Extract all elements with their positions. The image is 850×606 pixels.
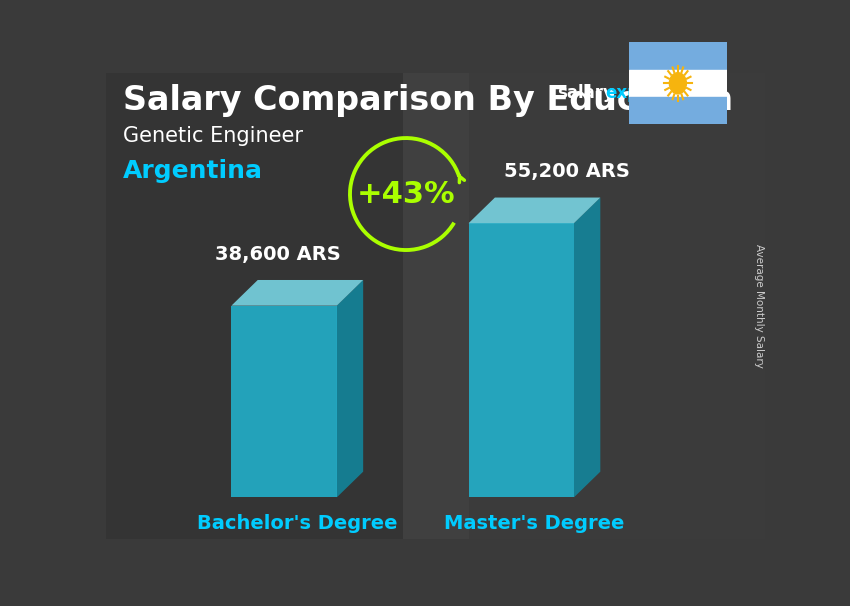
Polygon shape xyxy=(337,280,363,498)
Text: Argentina: Argentina xyxy=(122,159,263,183)
Bar xyxy=(468,73,765,539)
Text: Average Monthly Salary: Average Monthly Salary xyxy=(754,244,763,368)
Text: salary: salary xyxy=(558,84,615,102)
Circle shape xyxy=(670,73,686,94)
Text: Master's Degree: Master's Degree xyxy=(445,514,625,533)
Polygon shape xyxy=(468,223,574,498)
Bar xyxy=(629,97,727,124)
Text: 55,200 ARS: 55,200 ARS xyxy=(504,162,631,181)
Polygon shape xyxy=(574,198,600,498)
Bar xyxy=(106,73,403,539)
Text: Bachelor's Degree: Bachelor's Degree xyxy=(197,514,398,533)
Bar xyxy=(629,42,727,70)
Text: +43%: +43% xyxy=(357,179,456,208)
Text: 38,600 ARS: 38,600 ARS xyxy=(215,245,340,264)
Polygon shape xyxy=(231,280,363,305)
Polygon shape xyxy=(231,305,337,498)
Text: Salary Comparison By Education: Salary Comparison By Education xyxy=(122,84,733,118)
Text: explorer.com: explorer.com xyxy=(605,84,728,102)
Bar xyxy=(629,70,727,97)
Text: Genetic Engineer: Genetic Engineer xyxy=(122,127,303,147)
Polygon shape xyxy=(468,198,600,223)
